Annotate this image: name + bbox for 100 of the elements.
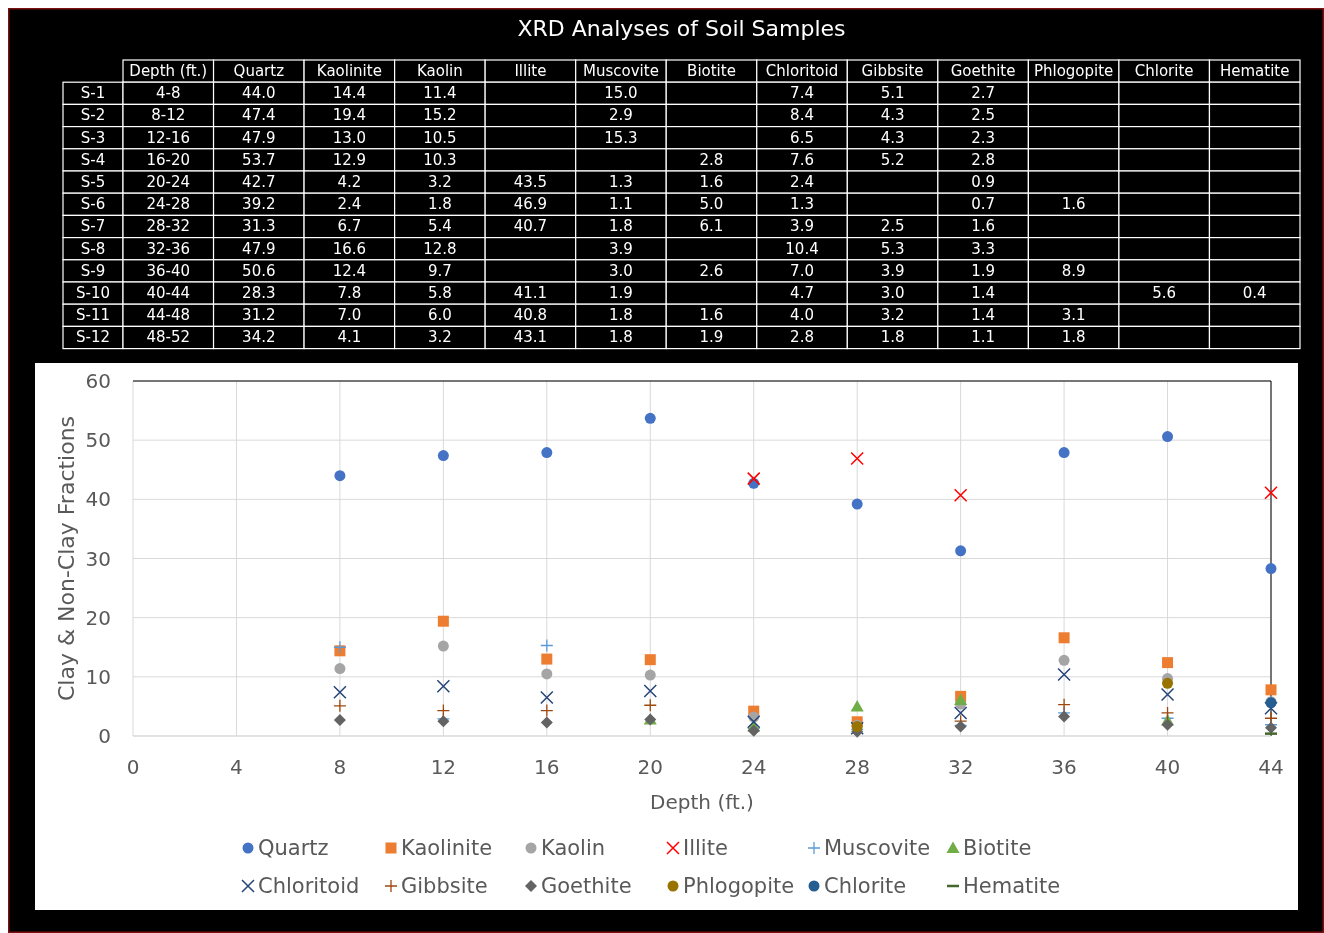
- data-label: 3.2: [880, 306, 905, 325]
- data-label: 2.5: [880, 217, 905, 236]
- data-label: 12.4: [332, 261, 367, 280]
- x-tick-label: Goethite: [950, 62, 1016, 80]
- data-label: 53.7: [242, 150, 276, 169]
- legend-label: Goethite: [541, 874, 632, 898]
- data-label: 1.3: [790, 195, 814, 214]
- data-label: 4.3: [880, 128, 905, 147]
- data-label: 0.4: [1242, 284, 1267, 302]
- y2-tick-label: 40-44: [146, 284, 191, 302]
- x-tick-label: 28: [844, 755, 870, 779]
- data-label: 5.6: [1152, 284, 1177, 302]
- y-tick-label: 10: [85, 664, 111, 689]
- data-label: 31.3: [242, 217, 276, 236]
- x-tick-label: 36: [1051, 755, 1077, 779]
- data-label: 10.5: [423, 128, 457, 147]
- y-tick-label: S-2: [80, 106, 106, 125]
- data-label: 2.7: [971, 84, 996, 103]
- data-label: 1.9: [609, 284, 633, 302]
- data-label: 4.0: [790, 306, 814, 325]
- y2-tick-label: 24-28: [146, 195, 191, 214]
- data-label: 8.9: [1061, 261, 1086, 280]
- data-label: 2.9: [609, 106, 633, 125]
- y2-tick-label: 4-8: [156, 84, 181, 103]
- data-label: 3.9: [790, 217, 814, 236]
- y-tick-label: 60: [85, 369, 111, 393]
- data-label: 1.4: [971, 284, 996, 302]
- y2-tick-label: 20-24: [146, 173, 191, 191]
- data-label: 50.6: [242, 261, 276, 280]
- data-label: 40.8: [513, 306, 548, 325]
- data-label: 3.2: [427, 173, 452, 191]
- x-axis-title: Depth (ft.): [650, 790, 754, 814]
- data-label: 5.0: [699, 195, 724, 214]
- data-label: 3.3: [971, 239, 996, 258]
- data-label: 10.3: [423, 150, 457, 169]
- data-label: 43.1: [513, 328, 548, 347]
- x-tick-label: Phlogopite: [1033, 62, 1114, 80]
- y-tick-label: 30: [85, 546, 111, 571]
- data-label: 0.9: [971, 173, 996, 191]
- y2-tick-label: 48-52: [146, 328, 191, 347]
- data-label: 41.1: [513, 284, 548, 302]
- legend-label: Hematite: [963, 874, 1061, 898]
- data-label: 5.2: [880, 150, 905, 169]
- x-tick-label: 40: [1154, 755, 1181, 779]
- data-label: 16.6: [332, 239, 367, 258]
- data-label: 1.8: [1061, 328, 1086, 347]
- data-label: 3.0: [880, 284, 905, 302]
- data-label: 2.4: [337, 195, 362, 214]
- legend-label: Illite: [683, 836, 728, 860]
- legend-label: Phlogopite: [683, 874, 795, 898]
- data-label: 4.2: [337, 173, 362, 191]
- y-tick-label: S-5: [80, 173, 106, 191]
- data-label: 4.3: [880, 106, 905, 125]
- data-label: 11.4: [423, 84, 457, 103]
- y-tick-label: S-11: [75, 306, 111, 325]
- data-label: 42.7: [242, 173, 276, 191]
- data-label: 5.8: [427, 284, 452, 302]
- data-label: 8.4: [790, 106, 814, 125]
- y2-tick-label: 44-48: [146, 306, 191, 325]
- data-label: 15.2: [423, 106, 457, 125]
- y2-tick-label: 32-36: [146, 239, 191, 258]
- y-tick-label: S-6: [80, 195, 106, 214]
- data-label: 7.0: [337, 306, 362, 325]
- data-label: 6.5: [790, 128, 814, 147]
- x-tick-label: 24: [741, 755, 767, 779]
- y2-tick-label: 28-32: [146, 217, 191, 236]
- data-label: 2.6: [699, 261, 724, 280]
- y2-tick-label: 16-20: [146, 150, 191, 169]
- data-label: 44.0: [242, 84, 276, 103]
- y-tick-label: 0: [98, 724, 111, 748]
- data-label: 19.4: [332, 106, 367, 125]
- data-label: 5.1: [880, 84, 905, 103]
- data-label: 1.8: [609, 328, 633, 347]
- y-tick-label: 50: [85, 428, 111, 453]
- data-label: 3.9: [609, 239, 633, 258]
- y-tick-label: S-12: [75, 328, 111, 347]
- x-tick-label: Gibbsite: [861, 62, 924, 80]
- x-tick-label: Biotite: [687, 62, 736, 80]
- data-label: 1.9: [971, 261, 996, 280]
- data-label: 12.8: [423, 239, 457, 258]
- x-tick-label: 12: [430, 755, 457, 779]
- x-tick-label: Muscovite: [583, 62, 659, 80]
- data-label: 1.3: [609, 173, 633, 191]
- x-tick-label: 0: [126, 755, 140, 779]
- y-tick-label: 40: [85, 487, 111, 512]
- data-label: 7.8: [337, 284, 362, 302]
- data-label: 2.4: [790, 173, 814, 191]
- x-tick-label: 32: [947, 755, 974, 779]
- chart-title: XRD Analyses of Soil Samples: [517, 16, 846, 41]
- data-label: 1.9: [699, 328, 724, 347]
- data-label: 3.1: [1061, 306, 1086, 325]
- legend-label: Gibbsite: [401, 874, 488, 898]
- x-tick-label: 16: [534, 755, 560, 779]
- data-label: 1.6: [699, 173, 724, 191]
- data-label: 28.3: [242, 284, 276, 302]
- data-label: 43.5: [513, 173, 548, 191]
- data-label: 0.7: [971, 195, 996, 214]
- x-tick-label: Chlorite: [1134, 62, 1194, 80]
- x-tick-label: Illite: [514, 62, 547, 80]
- data-label: 1.6: [1061, 195, 1086, 214]
